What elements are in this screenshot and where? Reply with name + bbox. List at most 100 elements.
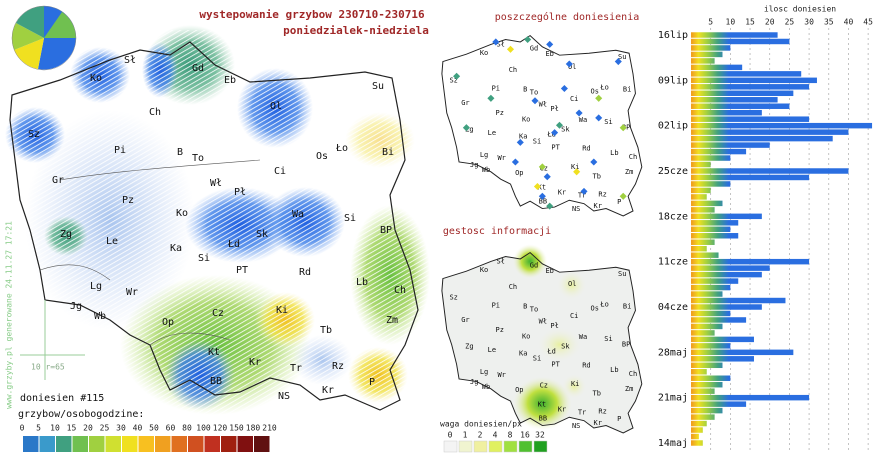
bar [691,109,762,116]
region-label: Ch [149,107,161,118]
scale-swatch [138,436,154,452]
density-swatch [473,440,488,453]
region-label: Gd [530,261,538,269]
y-tick-label: 02lip [658,121,688,132]
region-label: To [530,305,538,313]
region-label: BP [380,225,392,236]
bar [691,401,747,407]
region-label: Rd [582,144,590,152]
scale-swatch [188,436,204,452]
report-dot [565,60,573,68]
region-label: Pz [496,109,504,117]
bar [691,356,754,362]
x-tick-label: 45 [863,18,873,27]
report-dot [511,158,519,166]
bar [691,116,810,122]
region-label: Ko [480,266,488,274]
region-label: Lg [480,368,488,376]
bar [691,220,739,226]
scale-label: 60 [166,424,176,433]
region-label: Ło [599,301,608,309]
region-label: Ch [394,285,406,296]
region-label: Zg [465,343,473,351]
report-dot [619,192,627,200]
report-dot [506,45,515,53]
region-label: BB [539,198,547,206]
region-label: Sk [561,126,570,134]
region-label: Rz [332,361,344,372]
bar [691,90,794,97]
region-label: To [192,153,204,164]
scale-label: 10 [50,424,60,433]
region-label: Ch [509,66,517,74]
bar [691,375,731,381]
bar [691,343,731,349]
bar [691,323,723,330]
report-dot [580,187,588,195]
region-label: Pł [550,322,558,330]
scale-label: 80 [182,424,192,433]
region-label: Sł [496,257,504,265]
region-label: Ki [276,305,288,316]
region-label: Ki [571,380,579,388]
region-label: Rd [582,361,590,369]
x-tick-label: 25 [785,18,795,27]
density-legend-label: 1 [463,431,468,440]
region-label: Su [618,270,626,278]
region-label: Ko [522,115,530,123]
region-label: Wł [210,178,222,189]
bar [691,433,699,440]
points-map: poszczególne doniesienia [441,11,643,217]
region-label: B [523,302,527,310]
map-subtitle: poniedzialek-niedziela [283,24,429,37]
bar [691,71,802,77]
report-dot [573,168,581,176]
region-label: Sk [561,343,570,351]
region-label: Ci [570,312,578,320]
x-tick-label: 35 [824,18,834,27]
region-label: Jg [470,161,478,169]
x-tick-label: 10 [726,18,736,27]
density-legend-label: 8 [508,431,513,440]
report-dot [619,124,627,132]
region-label: Sz [449,294,457,302]
report-dot [531,97,539,105]
region-label: Lg [90,281,102,292]
bar [691,394,810,401]
region-label: Pł [550,105,558,113]
region-label: Cz [540,381,548,389]
y-tick-label: 18cze [658,211,688,222]
region-label: Wr [497,371,505,379]
bar [691,51,723,58]
report-dot [595,114,603,122]
y-tick-label: 16lip [658,30,688,41]
region-label: BP [622,341,630,349]
region-label: Os [316,151,328,162]
report-dot [560,84,568,93]
density-legend-label: 0 [448,431,453,440]
scale-label: 25 [100,424,110,433]
bar [691,58,715,64]
region-label: Rd [299,267,311,278]
region-label: PT [551,143,560,151]
x-tick-label: 20 [765,18,775,27]
region-label: Ch [509,283,517,291]
region-label: Wł [539,318,547,326]
region-label: To [530,88,538,96]
bar [691,291,723,297]
scale-label: 100 [196,424,211,433]
report-dot [492,38,500,46]
density-map-title: gestosc informacji [443,226,551,237]
region-label: Le [488,129,496,137]
density-blobs [0,25,430,430]
region-label: Os [591,304,599,312]
region-label: Pi [114,145,126,156]
report-dot [533,182,541,191]
scale-swatch [204,436,220,452]
chart-title: ilosc doniesien [764,5,836,14]
bar [691,135,833,142]
bar [691,297,786,304]
region-label: Łd [546,131,555,139]
report-dot [555,121,564,129]
